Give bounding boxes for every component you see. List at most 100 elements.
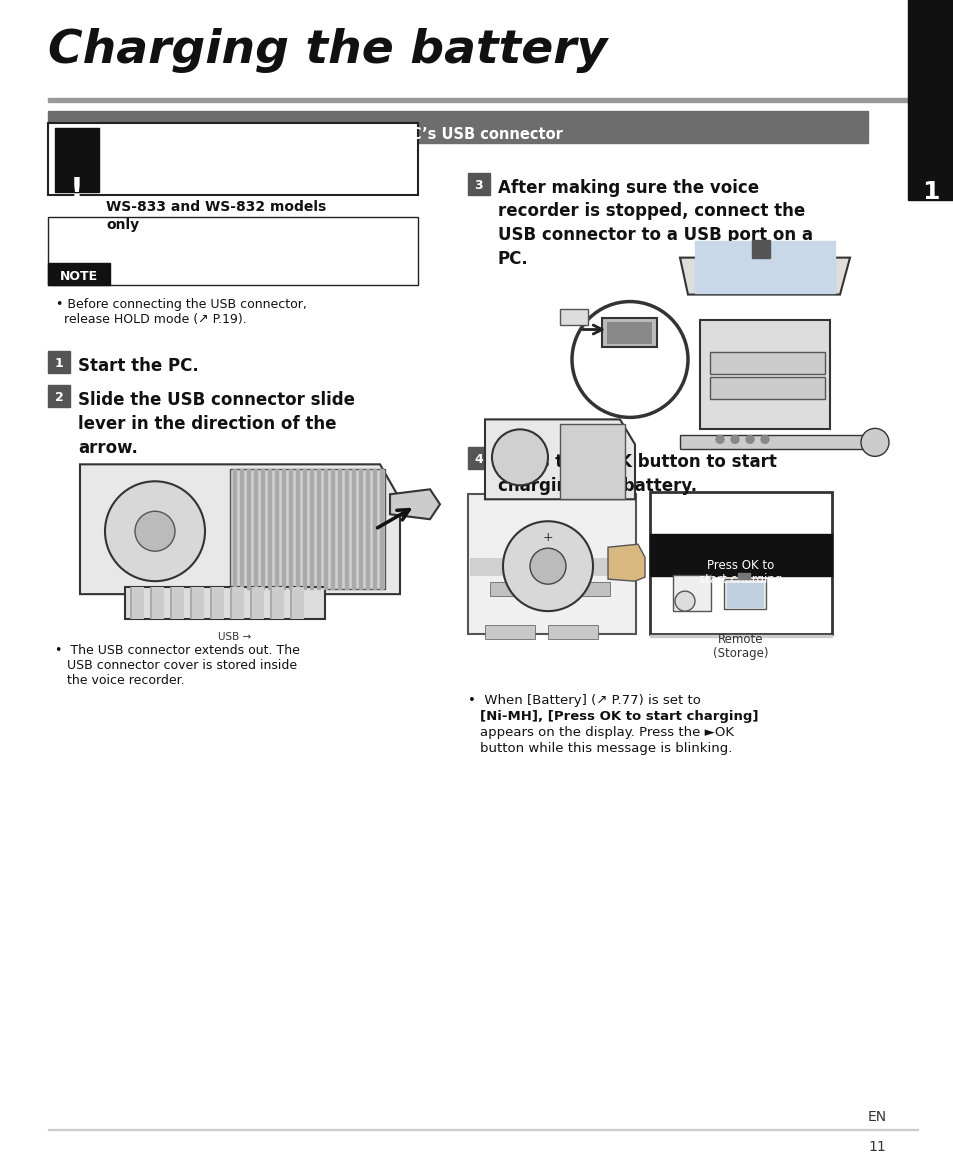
Polygon shape (390, 490, 439, 519)
Text: USB →: USB → (218, 632, 252, 642)
Text: Charging the battery: Charging the battery (923, 328, 937, 452)
Bar (170, 587, 172, 620)
Bar (295, 469, 298, 589)
Bar (649, 492, 831, 635)
Bar (726, 584, 762, 607)
Bar (247, 469, 250, 589)
Bar (316, 469, 319, 589)
Bar (290, 587, 292, 620)
Bar (48, 386, 70, 408)
Text: [Ni-MH], [Press OK to start charging]: [Ni-MH], [Press OK to start charging] (479, 710, 758, 723)
Text: release HOLD mode (↗ P.19).: release HOLD mode (↗ P.19). (56, 313, 247, 325)
Bar (738, 573, 749, 579)
Bar (150, 587, 152, 620)
Bar (345, 469, 348, 589)
Bar (672, 576, 710, 611)
Bar (48, 98, 907, 102)
Polygon shape (484, 419, 635, 499)
Text: •  The USB connector extends out. The: • The USB connector extends out. The (55, 644, 299, 657)
Text: Charging the battery: Charging the battery (48, 28, 607, 73)
Bar (751, 240, 769, 257)
Text: Press the ►OK button to start
charging the battery.: Press the ►OK button to start charging t… (497, 453, 776, 494)
Bar (470, 558, 634, 577)
Bar (606, 322, 651, 344)
Circle shape (105, 482, 205, 581)
Text: Slide the USB connector slide
lever in the direction of the
arrow.: Slide the USB connector slide lever in t… (78, 391, 355, 456)
Bar (649, 635, 831, 637)
Text: Start the PC.: Start the PC. (78, 358, 198, 375)
Polygon shape (80, 464, 399, 594)
Bar (490, 582, 544, 596)
Bar (130, 587, 132, 620)
Bar (55, 127, 99, 192)
Bar (270, 587, 284, 620)
Text: the voice recorder.: the voice recorder. (55, 674, 185, 687)
Bar (270, 587, 272, 620)
Bar (337, 469, 340, 589)
Bar (468, 173, 490, 195)
Bar (310, 469, 313, 589)
Text: 2: 2 (54, 391, 63, 404)
Bar (695, 241, 834, 293)
Bar (230, 587, 232, 620)
Bar (130, 587, 144, 620)
Bar (253, 469, 256, 589)
Bar (268, 469, 271, 589)
Text: 11: 11 (867, 1141, 884, 1155)
Bar (468, 494, 636, 635)
Text: Charging the battery by connecting to a PC’s USB connector: Charging the battery by connecting to a … (62, 127, 562, 141)
Text: EN: EN (867, 1111, 886, 1124)
Circle shape (675, 591, 695, 611)
Circle shape (716, 435, 723, 444)
Bar (709, 352, 824, 374)
Bar (190, 587, 192, 620)
Bar (649, 534, 831, 577)
Bar (324, 469, 327, 589)
Text: 4: 4 (475, 453, 483, 467)
Bar (358, 469, 361, 589)
Circle shape (492, 430, 547, 485)
Bar (190, 587, 204, 620)
Bar (331, 469, 334, 589)
Text: • Before connecting the USB connector,: • Before connecting the USB connector, (56, 298, 307, 310)
Bar (170, 587, 184, 620)
Bar (240, 469, 243, 589)
Bar (559, 424, 624, 499)
Text: start charging: start charging (699, 573, 781, 586)
Bar (379, 469, 382, 589)
Text: +: + (542, 532, 553, 544)
Text: Remote: Remote (718, 633, 763, 646)
Bar (48, 123, 417, 195)
Circle shape (730, 435, 739, 444)
Circle shape (502, 521, 593, 611)
Bar (150, 587, 164, 620)
Bar (366, 469, 369, 589)
Text: only: only (106, 218, 139, 232)
Bar (274, 469, 277, 589)
Bar (230, 587, 244, 620)
Bar (210, 587, 224, 620)
Bar (48, 111, 867, 142)
Bar (723, 579, 765, 609)
Circle shape (760, 435, 768, 444)
Bar (289, 469, 292, 589)
Bar (210, 587, 212, 620)
Text: NOTE: NOTE (60, 270, 98, 283)
Text: USB connector cover is stored inside: USB connector cover is stored inside (55, 659, 296, 672)
Bar (601, 317, 657, 347)
Circle shape (135, 512, 174, 551)
Bar (48, 352, 70, 374)
Bar (679, 435, 864, 449)
Text: 1: 1 (922, 179, 939, 204)
Bar (125, 587, 325, 620)
Bar (282, 469, 285, 589)
Text: •  When [Battery] (↗ P.77) is set to: • When [Battery] (↗ P.77) is set to (468, 694, 700, 708)
Bar (250, 587, 252, 620)
Text: 3: 3 (475, 178, 483, 192)
Bar (48, 217, 417, 285)
Circle shape (745, 435, 753, 444)
Polygon shape (607, 544, 644, 581)
Bar (907, 0, 953, 199)
Polygon shape (679, 257, 849, 294)
Bar (233, 469, 235, 589)
